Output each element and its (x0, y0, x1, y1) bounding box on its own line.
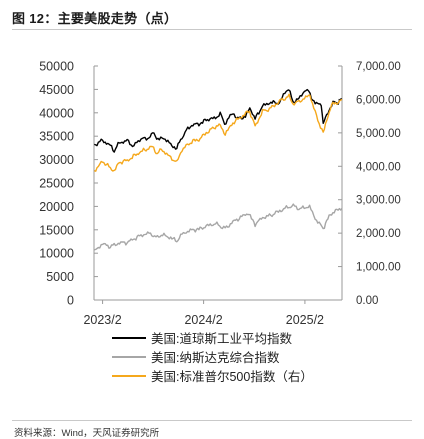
figure-title: 图 12：主要美股走势（点） (12, 11, 178, 26)
legend-swatch-sp500 (112, 374, 146, 377)
series-line-nasdaq (94, 203, 343, 251)
right-tick-label: 7,000.00 (356, 61, 401, 73)
source-divider (12, 420, 412, 421)
legend-item-sp500: 美国:标准普尔500指数（右） (112, 366, 313, 385)
source-note: 资料来源：Wind，天风证券研究所 (14, 428, 160, 439)
left-tick-label: 30000 (39, 153, 74, 167)
right-tick-label: 6,000.00 (356, 94, 401, 106)
x-tick-label: 2025/2 (286, 313, 324, 327)
line-chart: 0 5000 10000 15000 20000 25000 30000 35000 40000… (39, 60, 401, 328)
x-tick-label: 2023/2 (83, 313, 121, 327)
legend-swatch-dow (112, 336, 146, 339)
right-tick-label: 1,000.00 (356, 262, 401, 274)
left-tick-label: 45000 (39, 83, 74, 97)
right-tick-label: 5,000.00 (356, 128, 401, 140)
legend-label-nasdaq: 美国:纳斯达克综合指数 (151, 351, 280, 365)
x-tick-label: 2024/2 (184, 313, 222, 327)
legend-label-dow: 美国:道琼斯工业平均指数 (151, 332, 292, 346)
right-tick-label: 2,000.00 (356, 228, 401, 240)
legend-item-dow: 美国:道琼斯工业平均指数 (112, 328, 313, 347)
left-tick-label: 25000 (39, 177, 74, 191)
left-tick-label: 50000 (39, 60, 74, 74)
left-y-axis: 0 5000 10000 15000 20000 25000 30000 35000 40000… (39, 60, 98, 308)
right-tick-label: 0.00 (356, 295, 378, 307)
x-axis: 2023/2 2024/2 2025/2 (83, 299, 342, 327)
left-tick-label: 20000 (39, 200, 74, 214)
right-y-axis: 0.00 1,000.00 2,000.00 3,000.00 4,000.00 5,00… (338, 61, 401, 307)
left-tick-label: 15000 (39, 223, 74, 237)
legend-item-nasdaq: 美国:纳斯达克综合指数 (112, 347, 313, 366)
right-tick-label: 4,000.00 (356, 161, 401, 173)
right-tick-label: 3,000.00 (356, 195, 401, 207)
left-tick-label: 35000 (39, 130, 74, 144)
left-tick-label: 40000 (39, 106, 74, 120)
left-tick-label: 10000 (39, 247, 74, 261)
series-line-sp500 (94, 93, 343, 172)
series-line-dow (94, 88, 343, 153)
left-tick-label: 0 (67, 294, 74, 308)
legend-label-sp500: 美国:标准普尔500指数（右） (151, 370, 313, 384)
left-tick-label: 5000 (46, 270, 74, 284)
series-layer (94, 88, 343, 251)
title-divider (12, 29, 412, 30)
legend: 美国:道琼斯工业平均指数 美国:纳斯达克综合指数 美国:标准普尔500指数（右） (112, 328, 313, 385)
legend-swatch-nasdaq (112, 355, 146, 358)
